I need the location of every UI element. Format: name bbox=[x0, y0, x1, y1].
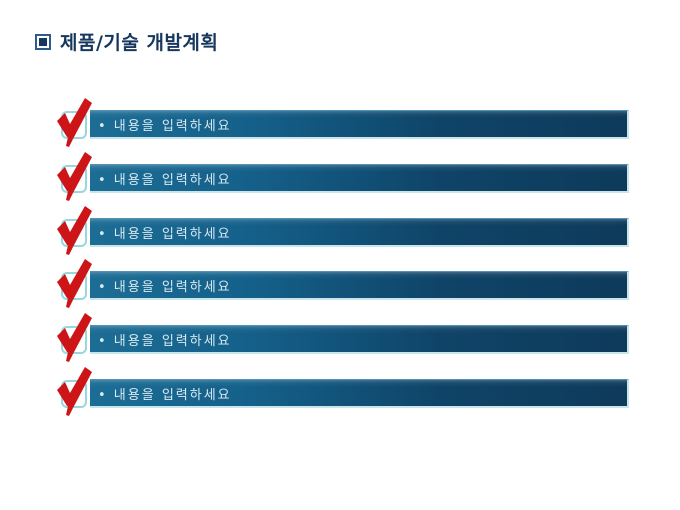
content-placeholder[interactable]: • 내용을 입력하세요 bbox=[90, 110, 629, 139]
placeholder-text: • 내용을 입력하세요 bbox=[98, 279, 232, 295]
list-item: • 내용을 입력하세요 bbox=[57, 313, 629, 362]
content-placeholder[interactable]: • 내용을 입력하세요 bbox=[90, 164, 629, 193]
content-placeholder[interactable]: • 내용을 입력하세요 bbox=[90, 218, 629, 247]
checkbox bbox=[61, 380, 87, 408]
content-placeholder[interactable]: • 내용을 입력하세요 bbox=[90, 325, 629, 354]
checkbox bbox=[61, 219, 87, 247]
content-placeholder[interactable]: • 내용을 입력하세요 bbox=[90, 379, 629, 408]
placeholder-text: • 내용을 입력하세요 bbox=[98, 387, 232, 403]
checkbox bbox=[61, 272, 87, 300]
list-item: • 내용을 입력하세요 bbox=[57, 98, 629, 147]
list-item: • 내용을 입력하세요 bbox=[57, 259, 629, 308]
slide-title: 제품/기술 개발계획 bbox=[35, 28, 218, 55]
content-placeholder[interactable]: • 내용을 입력하세요 bbox=[90, 271, 629, 300]
page-title: 제품/기술 개발계획 bbox=[60, 32, 219, 54]
placeholder-text: • 내용을 입력하세요 bbox=[98, 226, 232, 242]
checkbox bbox=[61, 111, 87, 139]
list-item: • 내용을 입력하세요 bbox=[57, 206, 629, 255]
placeholder-text: • 내용을 입력하세요 bbox=[98, 118, 232, 134]
checkbox bbox=[61, 165, 87, 193]
placeholder-text: • 내용을 입력하세요 bbox=[98, 333, 232, 349]
list-item: • 내용을 입력하세요 bbox=[57, 367, 629, 416]
list-item: • 내용을 입력하세요 bbox=[57, 152, 629, 201]
square-bullet-icon bbox=[35, 33, 51, 50]
checkbox bbox=[61, 326, 87, 354]
placeholder-text: • 내용을 입력하세요 bbox=[98, 172, 232, 188]
